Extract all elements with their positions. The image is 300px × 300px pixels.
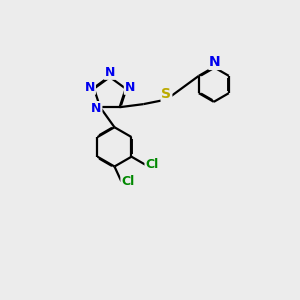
Text: N: N: [91, 102, 102, 115]
Text: N: N: [85, 81, 95, 94]
Text: Cl: Cl: [145, 158, 159, 171]
Text: Cl: Cl: [121, 175, 134, 188]
Text: N: N: [209, 55, 221, 69]
Text: N: N: [124, 81, 135, 94]
Text: S: S: [161, 87, 172, 101]
Text: N: N: [105, 66, 115, 79]
